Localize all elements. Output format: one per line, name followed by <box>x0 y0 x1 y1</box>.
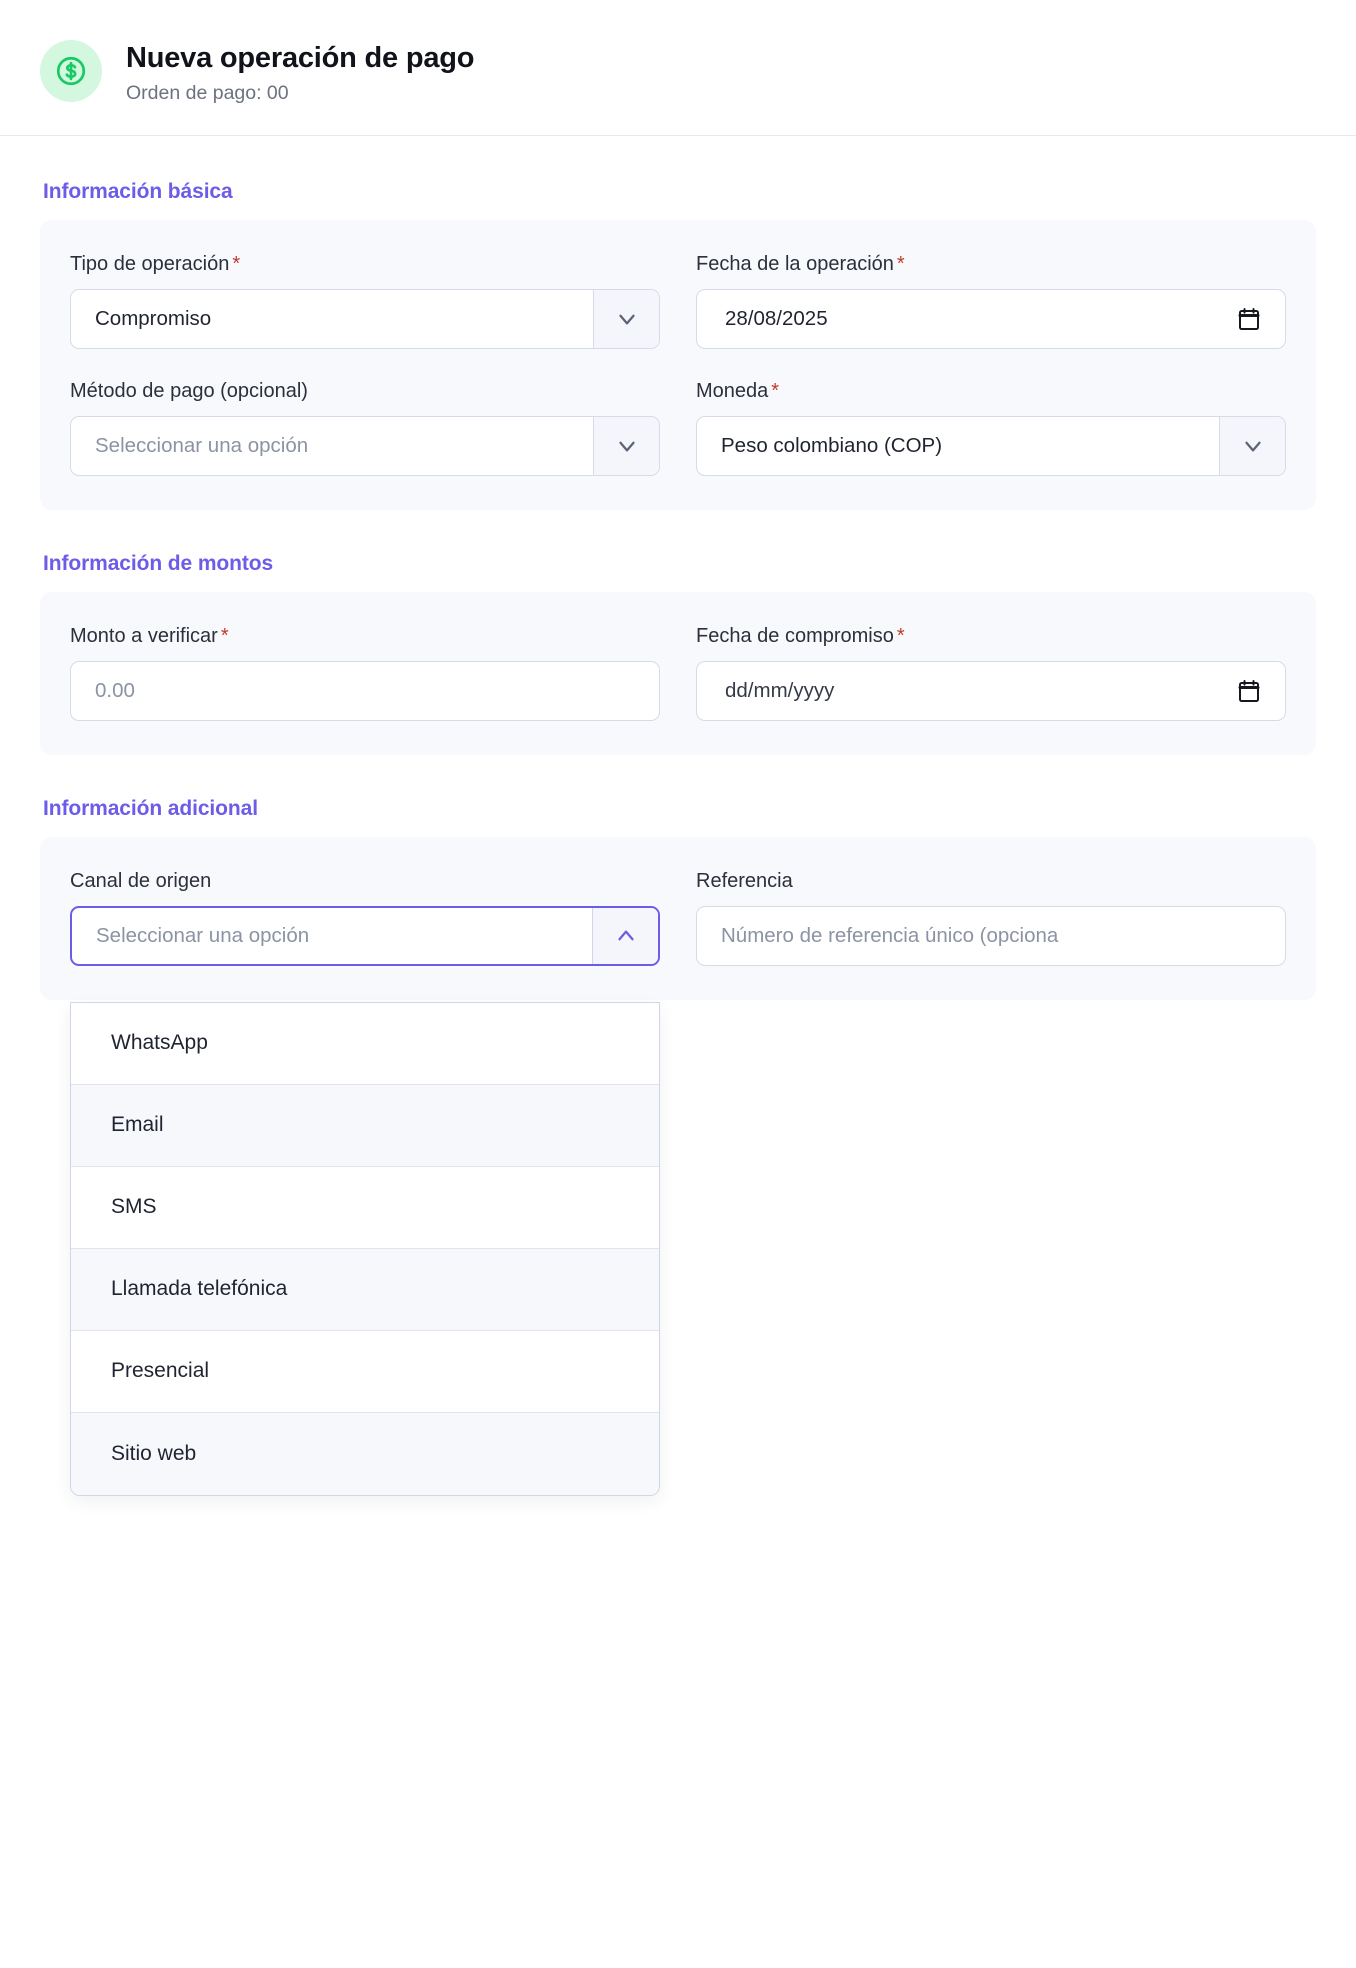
field-fecha-de-la-operacion: Fecha de la operación * 28/08/2025 <box>696 252 1286 349</box>
field-label-text: Moneda <box>696 379 769 402</box>
section-informacion-basica: Información básica Tipo de operación * Co… <box>40 180 1316 510</box>
field-monto-a-verificar: Monto a verificar * 0.00 <box>70 624 660 721</box>
required-asterisk: * <box>771 379 780 402</box>
field-label: Fecha de compromiso * <box>696 624 1286 648</box>
section-informacion-de-montos: Información de montos Monto a verificar *… <box>40 552 1316 755</box>
date-value[interactable]: dd/mm/yyyy <box>725 678 835 702</box>
field-label-text: Método de pago (opcional) <box>70 379 308 402</box>
field-label: Fecha de la operación * <box>696 252 1286 276</box>
field-grid: Canal de origen Seleccionar una opción W… <box>70 869 1286 1496</box>
header-text-block: Nueva operación de pago Orden de pago: 0… <box>126 38 475 105</box>
section-card: Tipo de operación * Compromiso Fecha de l… <box>40 219 1316 510</box>
select-tipo-de-operacion[interactable]: Compromiso <box>70 288 660 349</box>
page-title: Nueva operación de pago <box>126 42 475 74</box>
field-grid: Monto a verificar * 0.00 Fecha de comprom… <box>70 624 1286 721</box>
section-card: Canal de origen Seleccionar una opción W… <box>40 836 1316 1496</box>
select-value[interactable]: Seleccionar una opción <box>96 923 310 947</box>
field-label: Tipo de operación * <box>70 252 660 276</box>
required-asterisk: * <box>232 252 241 275</box>
dropdown-option-sms[interactable]: SMS <box>71 1166 659 1249</box>
field-label-text: Fecha de la operación <box>696 252 894 275</box>
date-input-fecha-compromiso[interactable]: dd/mm/yyyy <box>696 660 1286 721</box>
field-label: Método de pago (opcional) <box>70 379 660 403</box>
field-referencia: Referencia Número de referencia único (o… <box>696 869 1286 966</box>
field-label-text: Tipo de operación <box>70 252 230 275</box>
field-label: Referencia <box>696 869 1286 893</box>
select-value[interactable]: Seleccionar una opción <box>95 433 309 457</box>
chevron-down-icon[interactable] <box>593 289 659 348</box>
field-label-text: Referencia <box>696 869 793 892</box>
field-label: Monto a verificar * <box>70 624 660 648</box>
dropdown-option-sitio-web[interactable]: Sitio web <box>71 1412 659 1495</box>
field-label-text: Monto a verificar <box>70 624 218 647</box>
page-subtitle: Orden de pago: 00 <box>126 82 289 105</box>
dropdown-option-presencial[interactable]: Presencial <box>71 1330 659 1413</box>
field-label: Canal de origen <box>70 869 660 893</box>
input-referencia[interactable]: Número de referencia único (opciona <box>696 905 1286 966</box>
field-label: Moneda * <box>696 379 1286 403</box>
page-header: Nueva operación de pago Orden de pago: 0… <box>0 0 1356 136</box>
section-title: Información básica <box>43 179 233 203</box>
select-value[interactable]: Peso colombiano (COP) <box>721 433 943 457</box>
select-moneda[interactable]: Peso colombiano (COP) <box>696 415 1286 476</box>
select-metodo-de-pago[interactable]: Seleccionar una opción <box>70 415 660 476</box>
section-informacion-adicional: Información adicional Canal de origen Se… <box>40 796 1316 1496</box>
input-monto-a-verificar[interactable]: 0.00 <box>70 660 660 721</box>
dollar-circle-icon <box>40 40 102 102</box>
field-fecha-de-compromiso: Fecha de compromiso * dd/mm/yyyy <box>696 624 1286 721</box>
field-tipo-de-operacion: Tipo de operación * Compromiso <box>70 252 660 349</box>
dropdown-option-llamada-telefonica[interactable]: Llamada telefónica <box>71 1248 659 1331</box>
calendar-icon[interactable] <box>1237 306 1261 332</box>
dropdown-option-whatsapp[interactable]: WhatsApp <box>71 1002 659 1085</box>
section-title: Información adicional <box>43 796 258 820</box>
select-canal-de-origen[interactable]: Seleccionar una opción <box>70 905 660 966</box>
field-canal-de-origen: Canal de origen Seleccionar una opción W… <box>70 869 660 1496</box>
field-grid: Tipo de operación * Compromiso Fecha de l… <box>70 252 1286 476</box>
calendar-icon[interactable] <box>1237 678 1261 704</box>
section-card: Monto a verificar * 0.00 Fecha de comprom… <box>40 591 1316 755</box>
chevron-up-icon[interactable] <box>592 907 658 964</box>
form-body: Información básica Tipo de operación * Co… <box>0 180 1356 1496</box>
date-input-fecha-operacion[interactable]: 28/08/2025 <box>696 288 1286 349</box>
required-asterisk: * <box>220 624 229 647</box>
field-label-text: Fecha de compromiso <box>696 624 894 647</box>
required-asterisk: * <box>896 624 905 647</box>
field-moneda: Moneda * Peso colombiano (COP) <box>696 379 1286 476</box>
chevron-down-icon[interactable] <box>593 416 659 475</box>
select-value[interactable]: Compromiso <box>95 306 212 330</box>
field-label-text: Canal de origen <box>70 869 212 892</box>
section-title: Información de montos <box>43 551 274 575</box>
required-asterisk: * <box>896 252 905 275</box>
field-metodo-de-pago: Método de pago (opcional) Seleccionar un… <box>70 379 660 476</box>
dropdown-menu-canal-de-origen[interactable]: WhatsApp Email SMS Llamada telefónica Pr… <box>70 1001 660 1496</box>
chevron-down-icon[interactable] <box>1219 416 1285 475</box>
dropdown-option-email[interactable]: Email <box>71 1084 659 1167</box>
date-value[interactable]: 28/08/2025 <box>725 306 828 330</box>
